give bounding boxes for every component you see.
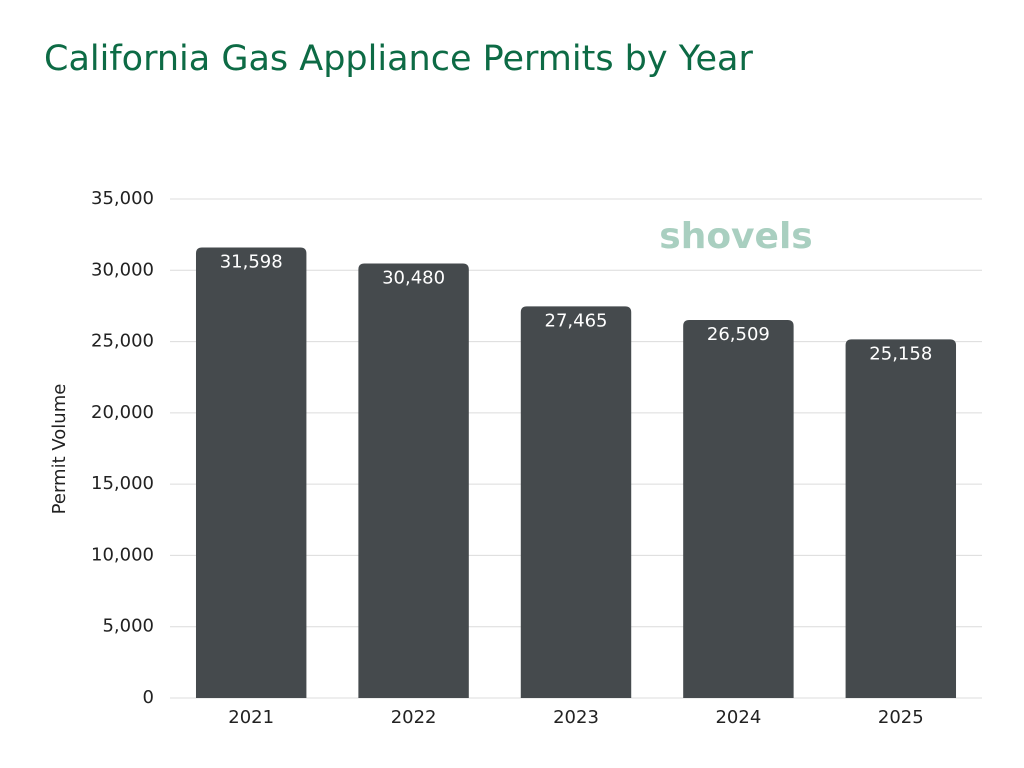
value-label: 31,598: [220, 252, 283, 273]
value-label: 27,465: [545, 310, 608, 331]
y-tick-label: 35,000: [91, 188, 154, 209]
y-tick-label: 5,000: [102, 616, 154, 637]
y-axis-label: Permit Volume: [49, 384, 70, 515]
chart-title: California Gas Appliance Permits by Year: [44, 39, 753, 79]
y-tick-label: 0: [143, 687, 154, 708]
x-tick-label: 2025: [878, 707, 924, 728]
value-label: 25,158: [869, 343, 932, 364]
bar: [195, 247, 307, 698]
bar: [520, 306, 632, 698]
x-tick-label: 2024: [715, 707, 761, 728]
bar: [845, 339, 957, 698]
y-tick-label: 30,000: [91, 259, 154, 280]
x-tick-label: 2021: [228, 707, 274, 728]
y-tick-label: 15,000: [91, 473, 154, 494]
value-label: 30,480: [382, 267, 445, 288]
x-tick-label: 2022: [391, 707, 437, 728]
x-tick-label: 2023: [553, 707, 599, 728]
y-tick-label: 25,000: [91, 331, 154, 352]
y-tick-label: 20,000: [91, 402, 154, 423]
bar: [683, 320, 794, 698]
bar: [358, 263, 469, 698]
y-tick-label: 10,000: [91, 544, 154, 565]
watermark: shovels: [659, 216, 812, 257]
value-label: 26,509: [707, 324, 770, 345]
